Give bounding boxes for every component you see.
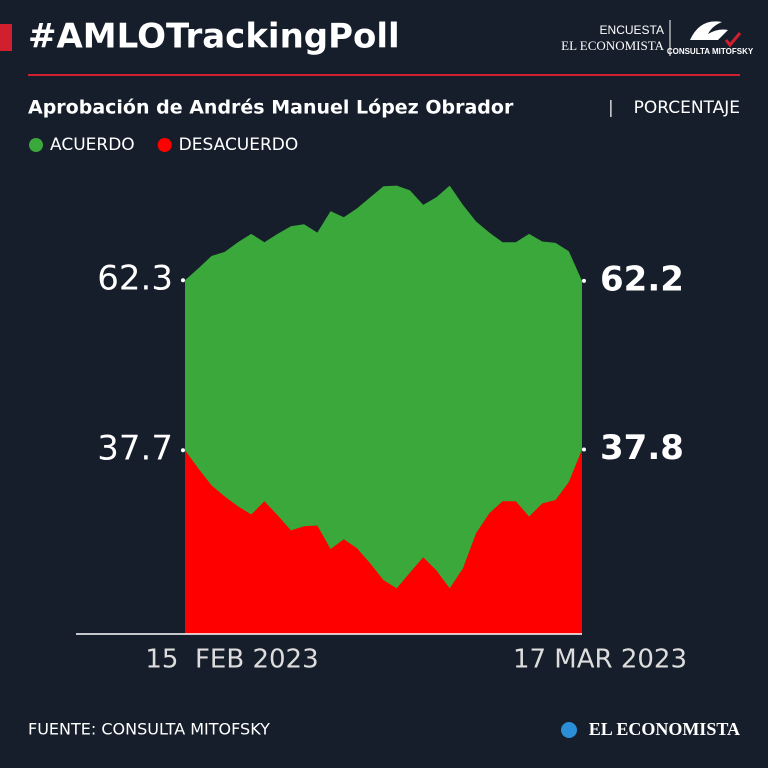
chart-unit: PORCENTAJE bbox=[634, 98, 740, 118]
separator: | bbox=[608, 98, 614, 118]
brand-top: ENCUESTA bbox=[600, 23, 664, 37]
value-label: 37.8 bbox=[600, 428, 684, 468]
point-dot bbox=[582, 447, 586, 452]
page-title: #AMLOTrackingPoll bbox=[28, 17, 400, 57]
footer-logo: EL ECONOMISTA bbox=[589, 719, 740, 739]
value-label: 62.3 bbox=[97, 259, 173, 299]
area bbox=[185, 449, 582, 634]
legend-label: DESACUERDO bbox=[179, 135, 299, 155]
legend-label: ACUERDO bbox=[50, 135, 135, 155]
legend-swatch bbox=[29, 138, 43, 152]
logo-icon bbox=[561, 722, 577, 738]
point-dot bbox=[582, 278, 586, 283]
point-dot bbox=[181, 278, 185, 283]
partner-check bbox=[724, 32, 742, 48]
value-label: 37.7 bbox=[97, 429, 173, 469]
x-tick-label: 17 MAR 2023 bbox=[513, 645, 687, 675]
accent-block bbox=[0, 24, 12, 51]
x-tick-label: 15 FEB 2023 bbox=[145, 645, 318, 675]
partner-name: CONSULTA MITOFSKY bbox=[667, 47, 754, 56]
chart-title: Aprobación de Andrés Manuel López Obrado… bbox=[28, 97, 514, 119]
source: FUENTE: CONSULTA MITOFSKY bbox=[28, 720, 270, 739]
plot: ACUERDO DESACUERDO 62.3 62.2 37.7 37.8 15 FEB … bbox=[29, 135, 687, 675]
partner-icon bbox=[690, 21, 728, 40]
legend-swatch bbox=[157, 138, 172, 152]
value-label: 62.2 bbox=[600, 259, 684, 299]
point-dot bbox=[181, 448, 185, 453]
area bbox=[185, 185, 582, 634]
brand-name: EL ECONOMISTA bbox=[561, 38, 664, 53]
